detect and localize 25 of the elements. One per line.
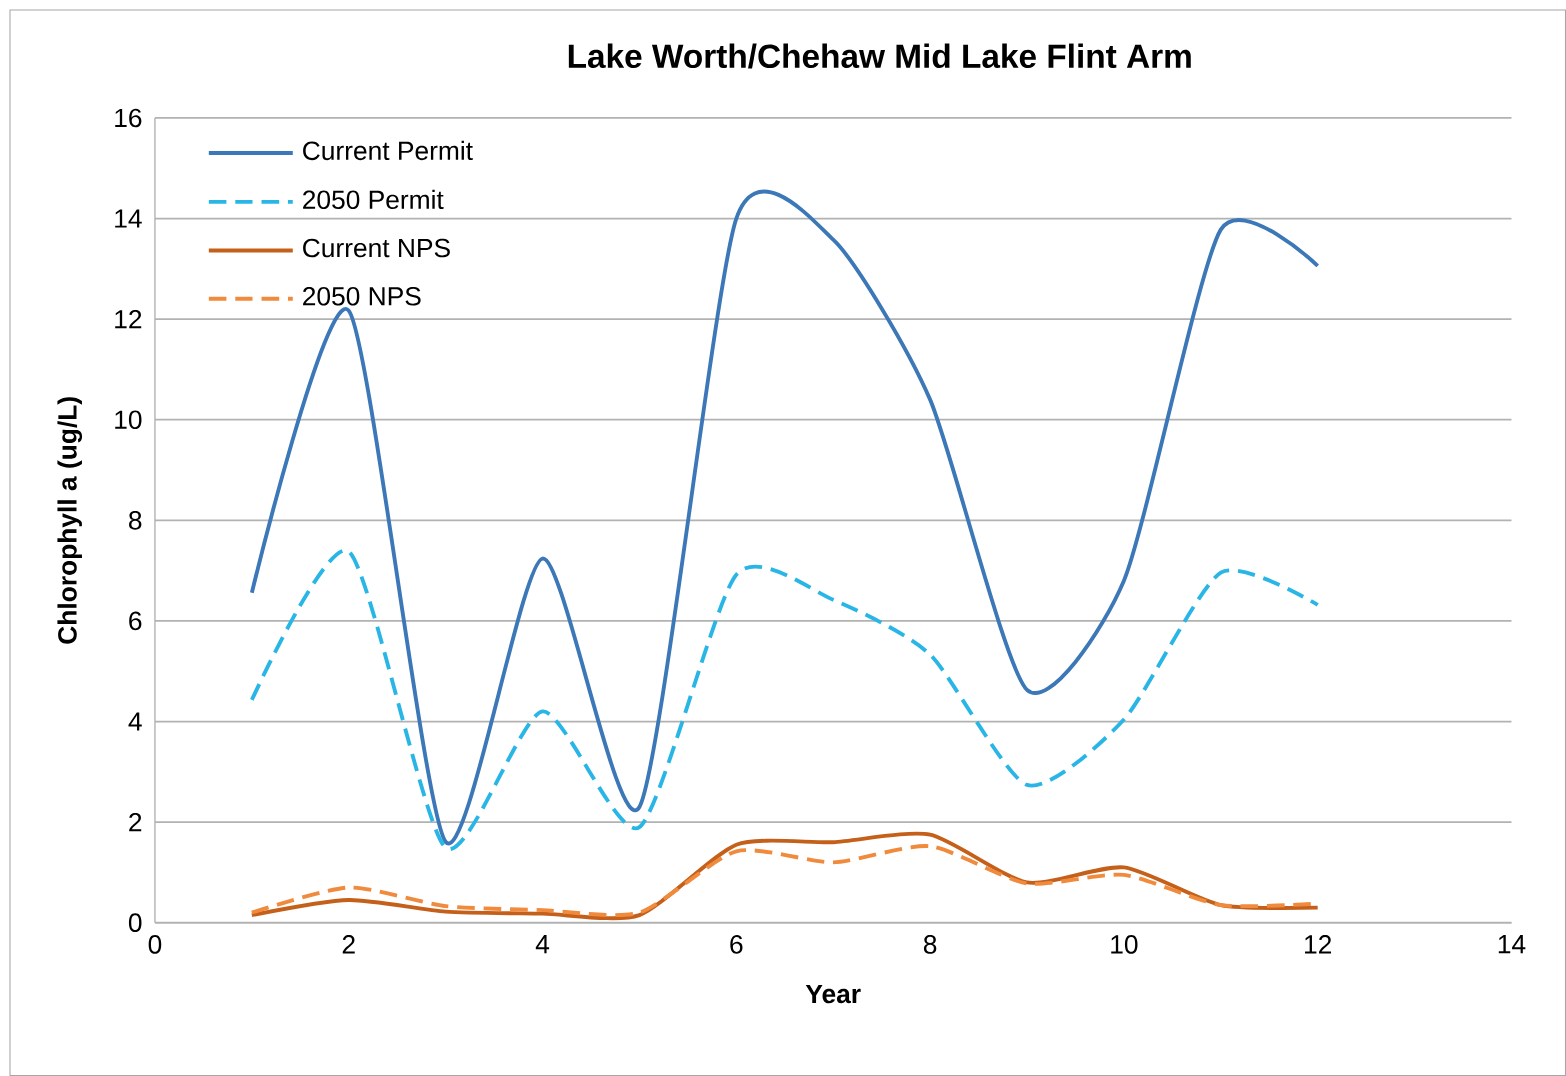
y-tick-label: 0 <box>128 913 142 932</box>
x-tick-label: 4 <box>535 935 550 954</box>
x-tick-label: 10 <box>1111 935 1138 954</box>
legend-label: 2050 NPS <box>303 286 421 306</box>
y-tick-label: 6 <box>129 611 142 631</box>
x-tick-label: 0 <box>148 935 162 954</box>
y-tick-label: 12 <box>115 309 142 329</box>
y-tick-label: 8 <box>129 510 142 530</box>
line-series <box>249 549 1320 850</box>
y-tick-label: 4 <box>128 712 142 731</box>
x-axis-title: Year <box>805 984 861 1004</box>
x-tick-label: 14 <box>1498 935 1526 954</box>
y-tick-label: 14 <box>115 209 142 228</box>
y-axis-title: Chlorophyll a (ug/L) <box>57 397 83 644</box>
y-tick-label: 10 <box>115 410 142 429</box>
x-tick-label: 12 <box>1305 935 1332 954</box>
x-tick-label: 2 <box>342 935 355 954</box>
chart-title: Lake Worth/Chehaw Mid Lake Flint Arm <box>568 43 1191 69</box>
x-tick-label: 6 <box>730 935 743 954</box>
x-tick-label: 8 <box>923 935 937 954</box>
y-tick-label: 16 <box>115 108 142 128</box>
legend-label: Current NPS <box>303 238 450 258</box>
legend-label: 2050 Permit <box>303 189 444 210</box>
y-tick-label: 2 <box>129 812 142 832</box>
legend-label: Current Permit <box>303 140 473 161</box>
